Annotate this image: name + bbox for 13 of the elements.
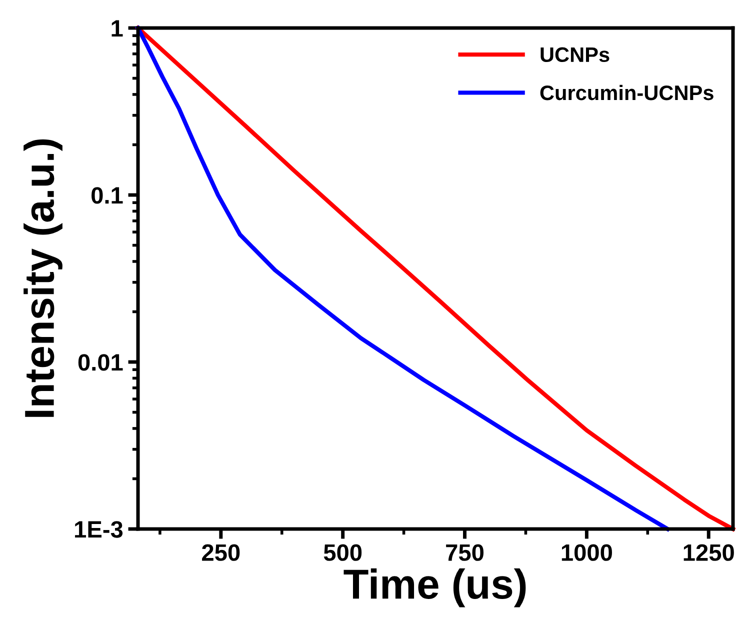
x-axis-title: Time (us)	[344, 568, 526, 608]
x-tick-label: 250	[202, 544, 240, 561]
legend-label: Curcumin-UCNPs	[540, 84, 714, 100]
y-tick-label: 0.01	[78, 354, 123, 371]
legend-label: UCNPs	[540, 47, 610, 62]
x-tick-label: 1000	[562, 544, 612, 561]
y-axis-title: Intensity (a.u.)	[24, 139, 62, 417]
x-tick-label: 1250	[684, 544, 734, 561]
y-tick-label: 0.1	[92, 187, 123, 204]
x-tick-label: 750	[446, 544, 484, 561]
y-tick-label: 1	[112, 20, 123, 37]
x-tick-label: 500	[324, 544, 362, 561]
y-tick-label: 1E-3	[75, 521, 123, 538]
